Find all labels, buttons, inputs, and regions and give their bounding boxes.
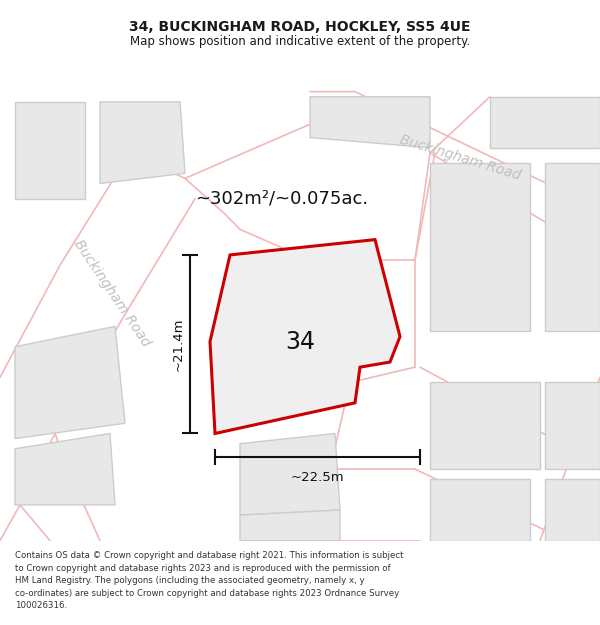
Polygon shape xyxy=(545,163,600,331)
Polygon shape xyxy=(545,479,600,541)
Polygon shape xyxy=(310,97,430,148)
Text: Contains OS data © Crown copyright and database right 2021. This information is : Contains OS data © Crown copyright and d… xyxy=(15,551,404,560)
Polygon shape xyxy=(15,102,85,199)
Text: ~22.5m: ~22.5m xyxy=(290,471,344,484)
Polygon shape xyxy=(430,382,540,469)
Polygon shape xyxy=(100,102,185,184)
Polygon shape xyxy=(240,434,340,515)
Polygon shape xyxy=(240,510,340,541)
Polygon shape xyxy=(430,163,530,331)
Polygon shape xyxy=(15,434,115,505)
Polygon shape xyxy=(210,239,400,434)
Polygon shape xyxy=(15,326,125,439)
Polygon shape xyxy=(545,382,600,469)
Text: to Crown copyright and database rights 2023 and is reproduced with the permissio: to Crown copyright and database rights 2… xyxy=(15,564,391,572)
Text: 100026316.: 100026316. xyxy=(15,601,67,610)
Text: ~21.4m: ~21.4m xyxy=(172,318,185,371)
Text: 34: 34 xyxy=(285,329,315,354)
Text: 34, BUCKINGHAM ROAD, HOCKLEY, SS5 4UE: 34, BUCKINGHAM ROAD, HOCKLEY, SS5 4UE xyxy=(129,20,471,34)
Text: Map shows position and indicative extent of the property.: Map shows position and indicative extent… xyxy=(130,36,470,48)
Polygon shape xyxy=(430,479,530,541)
Polygon shape xyxy=(490,97,600,148)
Text: Buckingham Road: Buckingham Road xyxy=(71,238,153,350)
Polygon shape xyxy=(255,260,375,362)
Text: co-ordinates) are subject to Crown copyright and database rights 2023 Ordnance S: co-ordinates) are subject to Crown copyr… xyxy=(15,589,399,598)
Text: HM Land Registry. The polygons (including the associated geometry, namely x, y: HM Land Registry. The polygons (includin… xyxy=(15,576,365,585)
Text: Buckingham Road: Buckingham Road xyxy=(398,133,522,183)
Text: ~302m²/~0.075ac.: ~302m²/~0.075ac. xyxy=(195,190,368,208)
